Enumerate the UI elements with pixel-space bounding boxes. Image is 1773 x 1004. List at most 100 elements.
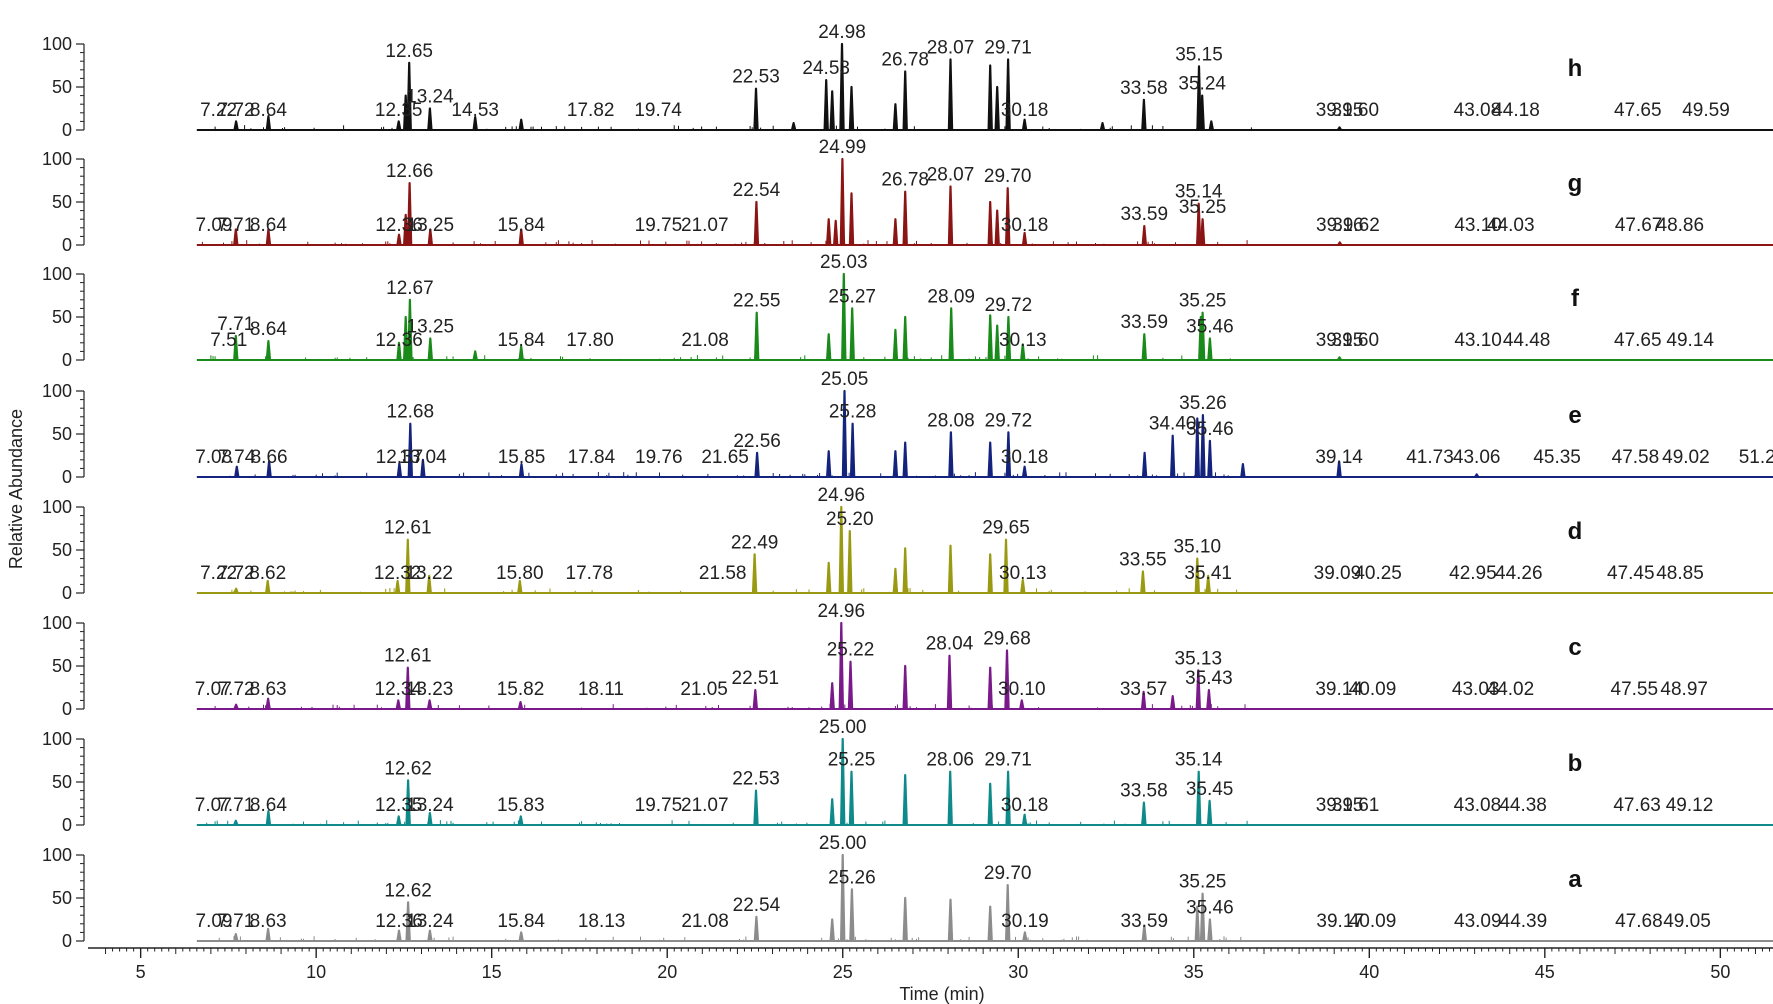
peak-label: 12.37 — [376, 447, 424, 468]
peak — [406, 61, 412, 131]
peak — [839, 157, 846, 246]
peak-label: 7.22 — [200, 100, 237, 121]
panel-d-y-tick-label: 100 — [42, 497, 72, 517]
peak-label: 24.99 — [819, 137, 867, 158]
peak-label: 34.40 — [1149, 414, 1197, 435]
peak-label: 12.35 — [375, 100, 423, 121]
peak — [1194, 905, 1200, 942]
peak-label: 21.07 — [681, 215, 729, 236]
peak-label: 28.08 — [927, 410, 975, 431]
peak-label: 21.07 — [681, 795, 729, 816]
peak — [947, 185, 954, 246]
panel-c-y-tick-label: 50 — [52, 656, 72, 676]
peak — [833, 219, 839, 246]
peak-label: 15.84 — [497, 911, 545, 932]
peak-label: 39.15 — [1316, 795, 1364, 816]
peak-label: 40.09 — [1349, 911, 1397, 932]
peak — [265, 579, 271, 594]
peak-label: 43.09 — [1454, 911, 1502, 932]
peak-label: 39.61 — [1332, 795, 1380, 816]
peak — [1140, 690, 1147, 710]
peak-label: 29.71 — [984, 750, 1032, 771]
x-tick-label: 50 — [1710, 962, 1730, 982]
peak — [396, 815, 402, 826]
peak — [1005, 884, 1011, 942]
peak-label: 25.05 — [821, 369, 869, 390]
peak-label: 8.66 — [251, 447, 288, 468]
peak-label: 7.09 — [196, 911, 233, 932]
peak-label: 12.66 — [386, 161, 434, 182]
peak — [848, 770, 855, 826]
peak — [1170, 434, 1176, 478]
peak-label: 15.84 — [497, 330, 545, 351]
peak — [517, 579, 523, 594]
peak-label: 22.53 — [732, 769, 780, 790]
peak-label: 40.25 — [1354, 563, 1402, 584]
panel-letter-d: d — [1568, 518, 1583, 545]
peak — [1336, 356, 1343, 361]
peak-label: 7.74 — [218, 447, 255, 468]
peak-label: 28.07 — [927, 165, 975, 186]
peak-label: 7.72 — [218, 100, 255, 121]
peak-label: 49.59 — [1682, 100, 1730, 121]
peak-label: 35.10 — [1174, 537, 1222, 558]
peak-label: 49.12 — [1666, 795, 1714, 816]
peak-label: 44.26 — [1495, 563, 1543, 584]
panel-h-y-tick-label: 50 — [52, 77, 72, 97]
peak — [396, 233, 402, 246]
peak — [407, 298, 413, 361]
peak-label: 7.71 — [217, 215, 254, 236]
peak-label: 8.64 — [250, 215, 287, 236]
peak-label: 22.49 — [731, 532, 779, 553]
peak-label: 15.82 — [497, 679, 545, 700]
peak — [1005, 315, 1012, 361]
peak-label: 35.24 — [1178, 74, 1226, 95]
peak-label: 8.63 — [250, 679, 287, 700]
peak-label: 39.17 — [1316, 911, 1364, 932]
peak — [902, 664, 908, 710]
peak-label: 35.45 — [1186, 779, 1234, 800]
peak — [1205, 574, 1211, 594]
panel-e-noise — [229, 472, 1229, 477]
peak-label: 13.04 — [399, 447, 447, 468]
peak — [948, 307, 954, 361]
peak-label: 21.65 — [701, 447, 749, 468]
peak — [403, 213, 409, 246]
peak — [994, 324, 1000, 361]
peak — [902, 190, 908, 246]
peak-label: 35.25 — [1179, 291, 1227, 312]
peak-label: 25.22 — [827, 640, 875, 661]
peak-label: 18.13 — [578, 911, 626, 932]
peak-label: 47.68 — [1615, 911, 1663, 932]
peak — [407, 422, 413, 478]
peak — [849, 422, 856, 478]
peak — [1207, 439, 1213, 478]
peak — [265, 340, 272, 361]
peak-label: 48.97 — [1660, 679, 1708, 700]
peak — [892, 450, 899, 478]
peak — [472, 350, 478, 361]
panel-e-y-tick-label: 50 — [52, 424, 72, 444]
peak-label: 28.04 — [926, 634, 974, 655]
peak-label: 39.15 — [1316, 100, 1364, 121]
peak-label: 30.13 — [999, 563, 1047, 584]
peak — [1240, 463, 1246, 478]
peak — [427, 337, 433, 361]
peak — [902, 896, 908, 942]
y-axis-title: Relative Abundance — [6, 409, 26, 569]
peak — [987, 64, 993, 131]
peak-label: 47.58 — [1612, 447, 1660, 468]
peak — [266, 460, 272, 478]
peak — [1207, 918, 1213, 942]
peak — [1196, 202, 1202, 246]
peak — [233, 228, 239, 246]
peak-label: 8.64 — [250, 319, 287, 340]
peak-label: 25.26 — [828, 867, 876, 888]
peak — [396, 341, 402, 361]
peak-label: 39.14 — [1315, 447, 1363, 468]
peak — [892, 328, 899, 361]
peak — [847, 530, 853, 594]
peak — [902, 70, 908, 131]
peak — [1200, 414, 1206, 478]
peak — [265, 810, 272, 826]
